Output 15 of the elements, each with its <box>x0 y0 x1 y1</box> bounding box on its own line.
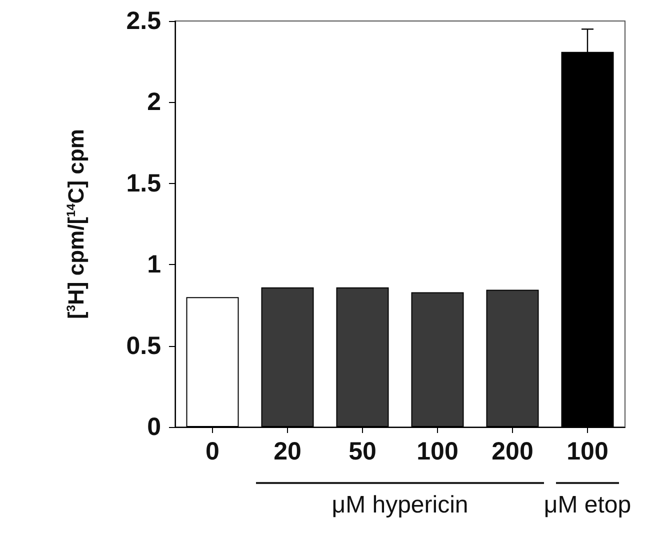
y-tick-label: 2.5 <box>126 7 162 35</box>
text: μM etop <box>544 492 632 518</box>
x-tick-label: 100 <box>566 438 608 466</box>
x-tick-label: 0 <box>206 438 220 466</box>
x-tick-label: 200 <box>492 438 534 466</box>
y-tick-label: 0.5 <box>126 332 162 360</box>
x-tick-label: 50 <box>348 438 376 466</box>
x-tick-label: 100 <box>416 438 458 466</box>
y-axis-title: [3H] cpm/[14C] cpm <box>64 129 88 319</box>
text: μM hypericin <box>332 492 468 518</box>
y-tick-label: 1.5 <box>126 169 162 198</box>
x-tick-label: 20 <box>274 438 302 466</box>
y-tick-label: 0 <box>147 413 161 441</box>
y-tick-label: 1 <box>147 250 162 279</box>
y-tick-label: 2 <box>147 88 161 116</box>
